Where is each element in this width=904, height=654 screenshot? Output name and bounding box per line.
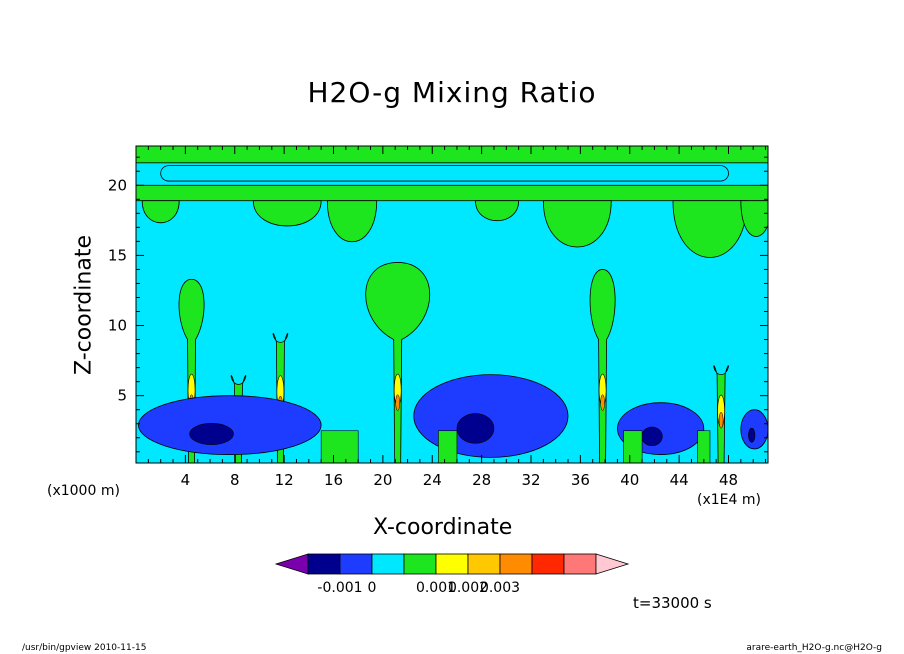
time-label: t=33000 s	[633, 594, 712, 612]
contour-layer-1	[136, 184, 768, 202]
x-axis-label: X-coordinate	[373, 515, 513, 540]
colorbar-box-2	[339, 553, 373, 575]
x-tick-label-2: 12	[275, 471, 294, 489]
colorbar-box-8	[531, 553, 565, 575]
contour-lobe-blue-1	[413, 374, 569, 458]
footer-command: /usr/bin/gpview 2010-11-15	[22, 643, 147, 653]
y-tick-label-0: 5	[117, 387, 127, 405]
contour-lobe-blue-0	[138, 395, 322, 455]
contour-band	[160, 165, 729, 182]
contour-lobe-dark-3	[748, 427, 756, 443]
x-tick-label-1: 8	[230, 471, 240, 489]
colorbar-arrow-high	[595, 553, 630, 575]
colorbar-box-3	[371, 553, 405, 575]
chart-title: H2O-g Mixing Ratio	[307, 76, 597, 109]
plot-frame	[135, 145, 769, 464]
colorbar-label-4: 0.003	[480, 580, 520, 596]
colorbar-box-1	[307, 553, 341, 575]
colorbar-box-4	[403, 553, 437, 575]
x-tick-label-10: 44	[670, 471, 689, 489]
contour-core-inner-4	[600, 394, 605, 411]
contour-core-inner-5	[718, 411, 724, 429]
colorbar-label-0: -0.001	[317, 580, 362, 596]
colorbar-box-7	[499, 553, 533, 575]
x-tick-label-11: 48	[719, 471, 738, 489]
contour-surface-0	[320, 430, 359, 463]
footer-source: arare-earth_H2O-g.nc@H2O-g	[746, 643, 882, 653]
x-tick-label-9: 40	[620, 471, 639, 489]
contour-lobe-3	[475, 200, 520, 222]
contour-lobe-dark-0	[189, 423, 234, 445]
colorbar-box-6	[467, 553, 501, 575]
contour-plume-3	[365, 262, 431, 463]
contour-lobe-blue-3	[740, 409, 768, 450]
colorbar-box-9	[563, 553, 597, 575]
contour-core-inner-3	[395, 394, 400, 411]
contour-lobe-6	[740, 200, 768, 237]
x-tick-label-6: 28	[472, 471, 491, 489]
contour-layer-0	[136, 146, 768, 164]
colorbar-label-1: 0	[368, 580, 377, 596]
colorbar-label-2: 0.001	[416, 580, 456, 596]
contour-lobe-0	[141, 200, 180, 224]
x-axis-unit-left: (x1000 m)	[47, 483, 120, 499]
x-tick-label-4: 20	[373, 471, 392, 489]
y-tick-label-2: 15	[108, 246, 127, 264]
contour-lobe-dark-2	[641, 426, 663, 447]
x-axis-unit-right: (x1E4 m)	[697, 492, 761, 508]
x-tick-label-7: 32	[521, 471, 540, 489]
contour-surface-3	[697, 430, 711, 463]
x-tick-label-3: 16	[324, 471, 343, 489]
contour-surface-1	[438, 430, 458, 463]
colorbar-box-5	[435, 553, 469, 575]
y-tick-label-3: 20	[108, 176, 127, 194]
colorbar-arrow-low	[274, 553, 309, 575]
contour-surface-2	[623, 430, 643, 463]
colorbar-label-3: 0.002	[448, 580, 488, 596]
x-tick-label-8: 36	[571, 471, 590, 489]
plot-area	[136, 146, 768, 463]
contour-plume-4	[589, 269, 616, 463]
contour-lobe-2	[326, 200, 378, 242]
contour-lobe-4	[542, 200, 612, 248]
contour-lobe-1	[252, 200, 322, 227]
y-tick-label-1: 10	[108, 317, 127, 335]
x-tick-label-5: 24	[423, 471, 442, 489]
contour-plume-0	[178, 278, 205, 463]
x-tick-label-0: 4	[181, 471, 191, 489]
y-axis-label: Z-coordinate	[71, 235, 97, 375]
contour-lobe-dark-1	[456, 413, 495, 444]
